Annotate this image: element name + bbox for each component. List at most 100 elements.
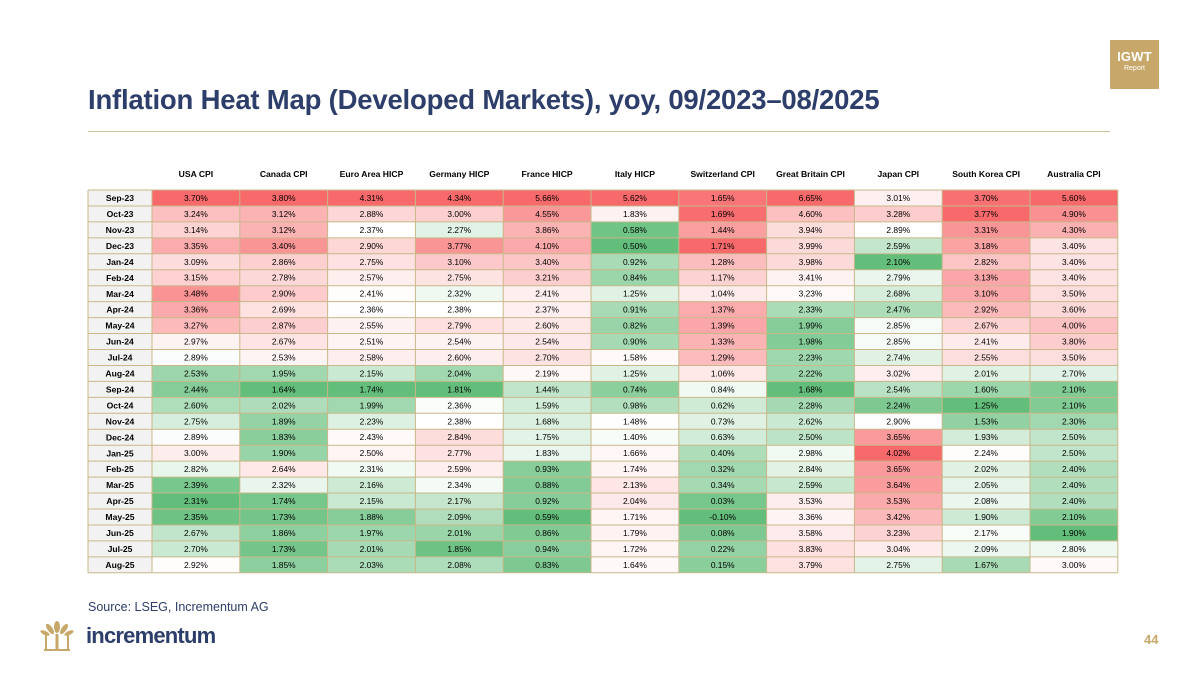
cell-value: 3.40%: [272, 241, 296, 251]
cell-value: 2.23%: [360, 416, 384, 426]
cell-value: 2.04%: [623, 496, 647, 506]
cell-value: 2.68%: [886, 289, 910, 299]
heatmap-cell: [152, 237, 240, 254]
heatmap-cell: [503, 445, 591, 462]
heatmap-cell: [766, 301, 855, 318]
cell-value: 3.83%: [799, 544, 823, 554]
cell-value: 3.99%: [799, 241, 823, 251]
row-label: Sep-23: [106, 193, 134, 203]
cell-value: 0.03%: [711, 496, 735, 506]
cell-value: 2.51%: [360, 337, 384, 347]
cell-value: 1.73%: [272, 512, 296, 522]
cell-value: 2.87%: [272, 321, 296, 331]
cell-value: 0.90%: [623, 337, 647, 347]
column-header: South Korea CPI: [952, 169, 1020, 179]
row-label-cell: [88, 190, 152, 206]
heatmap-cell: [503, 413, 591, 430]
heatmap-cell: [591, 301, 679, 318]
heatmap-cell: [503, 317, 591, 334]
cell-value: 2.44%: [184, 384, 208, 394]
heatmap-cell: [854, 461, 943, 478]
heatmap-cell: [591, 493, 679, 509]
row-label-cell: [88, 493, 152, 509]
heatmap-cell: [239, 301, 328, 318]
cell-value: 1.33%: [711, 337, 735, 347]
cell-value: 1.90%: [272, 448, 296, 458]
cell-value: 2.79%: [886, 273, 910, 283]
cell-value: 0.34%: [711, 480, 735, 490]
cell-value: 2.82%: [184, 464, 208, 474]
row-label-cell: [88, 556, 152, 573]
heatmap-cell: [942, 301, 1030, 318]
cell-value: 1.74%: [623, 464, 647, 474]
heatmap-cell: [152, 445, 240, 462]
cell-value: 2.59%: [447, 464, 471, 474]
cell-value: 2.01%: [360, 544, 384, 554]
cell-value: 2.89%: [886, 225, 910, 235]
heatmap-cell: [942, 365, 1030, 382]
cell-value: 3.53%: [799, 496, 823, 506]
cell-value: 2.85%: [886, 321, 910, 331]
heatmap-cell: [327, 397, 416, 414]
cell-value: 2.10%: [1062, 512, 1086, 522]
heatmap-cell: [327, 524, 416, 541]
heatmap-cell: [1030, 445, 1118, 462]
column-header: Canada CPI: [260, 169, 308, 179]
heatmap-cell: [1030, 253, 1118, 270]
heatmap-cell: [678, 493, 767, 509]
cell-value: 3.04%: [886, 544, 910, 554]
heatmap-cell: [678, 365, 767, 382]
cell-value: 0.15%: [711, 560, 735, 570]
cell-value: 3.23%: [886, 528, 910, 538]
cell-value: 2.09%: [447, 512, 471, 522]
row-label: May-25: [105, 512, 134, 522]
cell-value: 2.92%: [184, 560, 208, 570]
cell-value: 0.58%: [623, 225, 647, 235]
cell-value: 2.50%: [799, 432, 823, 442]
heatmap-cell: [942, 317, 1030, 334]
cell-value: 1.29%: [711, 352, 735, 362]
cell-value: 4.31%: [360, 193, 384, 203]
heatmap-cell: [152, 317, 240, 334]
cell-value: 3.70%: [184, 193, 208, 203]
cell-value: 2.97%: [184, 337, 208, 347]
cell-value: 0.86%: [535, 528, 559, 538]
heatmap-cell: [678, 301, 767, 318]
heatmap-cell: [415, 413, 504, 430]
heatmap-cell: [942, 285, 1030, 302]
cell-value: 3.80%: [1062, 337, 1086, 347]
title-divider: [88, 131, 1110, 132]
heatmap-cell: [942, 221, 1030, 238]
row-label: Jul-24: [108, 353, 133, 363]
cell-value: 1.74%: [272, 496, 296, 506]
heatmap-cell: [854, 381, 943, 398]
cell-value: 3.42%: [886, 512, 910, 522]
heatmap-cell: [503, 509, 591, 525]
cell-value: 1.99%: [360, 400, 384, 410]
heatmap-cell: [942, 540, 1030, 557]
cell-value: 4.02%: [886, 448, 910, 458]
cell-value: 3.12%: [272, 209, 296, 219]
heatmap-cell: [503, 237, 591, 254]
heatmap-cell: [678, 190, 767, 206]
cell-value: 1.06%: [711, 368, 735, 378]
heatmap-cell: [766, 317, 855, 334]
heatmap-cell: [503, 556, 591, 573]
cell-value: 2.39%: [184, 480, 208, 490]
cell-value: 3.14%: [184, 225, 208, 235]
heatmap-cell: [327, 221, 416, 238]
heatmap-cell: [327, 317, 416, 334]
heatmap-cell: [942, 253, 1030, 270]
cell-value: 2.19%: [535, 368, 559, 378]
heatmap-cell: [854, 253, 943, 270]
heatmap-cell: [766, 509, 855, 525]
cell-value: 2.40%: [1062, 496, 1086, 506]
heatmap-cell: [415, 317, 504, 334]
heatmap-cell: [1030, 397, 1118, 414]
cell-value: 2.79%: [447, 321, 471, 331]
heatmap-cell: [503, 397, 591, 414]
heatmap-cell: [678, 381, 767, 398]
heatmap-cell: [678, 429, 767, 446]
cell-value: 2.70%: [184, 544, 208, 554]
cell-value: 1.89%: [272, 416, 296, 426]
